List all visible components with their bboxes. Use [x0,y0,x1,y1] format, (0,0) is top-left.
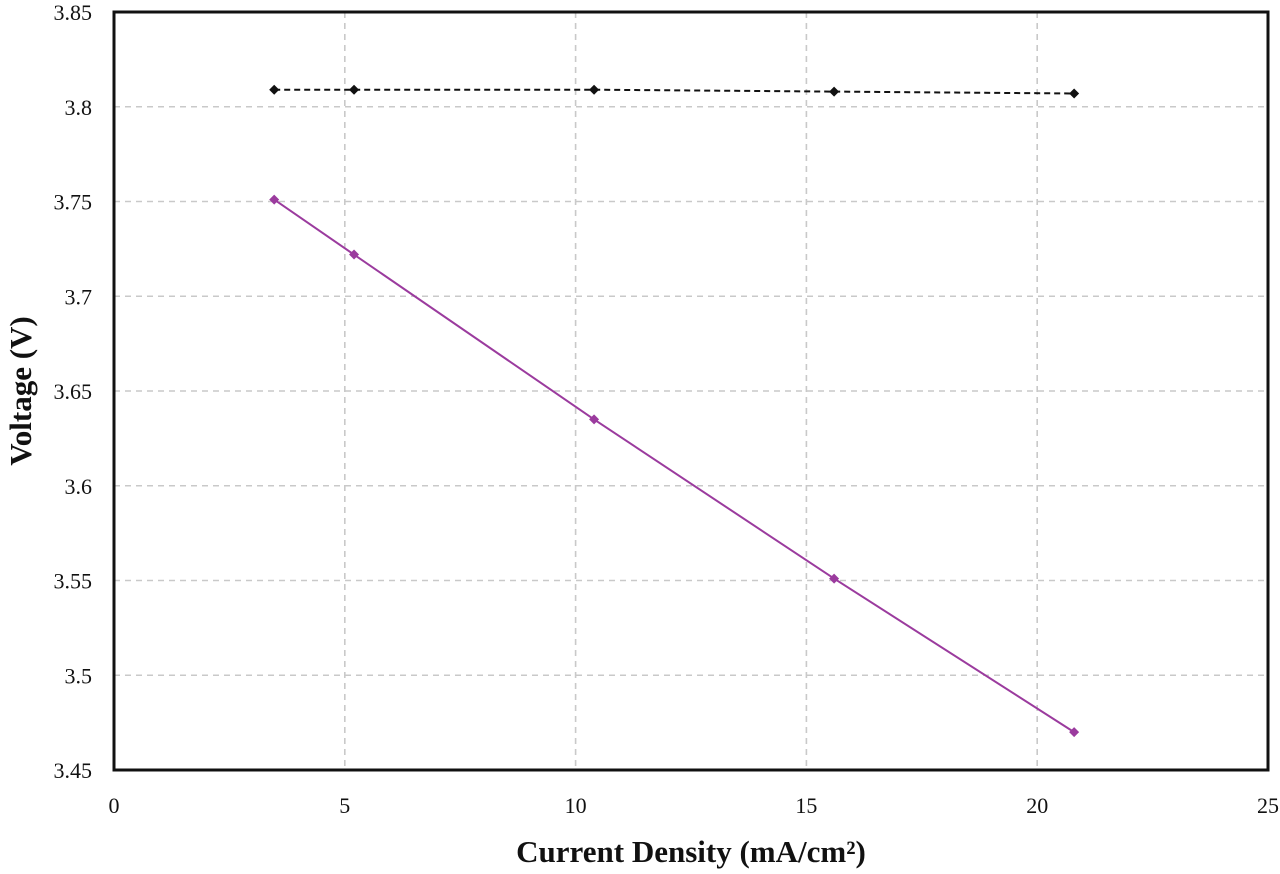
x-tick-label: 10 [565,793,587,818]
series-2-point [269,194,280,205]
series-2-point [349,249,360,260]
x-tick-label: 25 [1257,793,1279,818]
series-1-point [829,86,840,97]
y-tick-label: 3.85 [54,0,93,25]
series-1-point [269,84,280,95]
x-axis-ticks: 0 5 10 15 20 25 [109,793,1280,818]
y-tick-label: 3.45 [54,758,93,783]
plot-frame [112,10,1270,772]
series-layer [269,84,1080,738]
grid-layer [114,12,1268,770]
x-tick-label: 0 [109,793,120,818]
series-2-point [1069,727,1080,738]
y-axis-ticks: 3.45 3.5 3.55 3.6 3.65 3.7 3.75 3.8 3.85 [54,0,93,783]
series-2-point [589,414,600,425]
y-tick-label: 3.65 [54,379,93,404]
series-1-point [1069,88,1080,99]
series-1-point [349,84,360,95]
y-tick-label: 3.75 [54,190,93,215]
x-tick-label: 15 [795,793,817,818]
y-axis-title: Voltage (V) [3,316,38,466]
y-tick-label: 3.7 [65,284,93,309]
x-tick-label: 20 [1026,793,1048,818]
y-tick-label: 3.6 [65,474,93,499]
y-tick-label: 3.5 [65,663,93,688]
series-2-point [829,573,840,584]
series-1-point [589,84,600,95]
x-axis-title: Current Density (mA/cm²) [516,834,866,869]
series-1-line [274,88,1075,95]
x-tick-label: 5 [339,793,350,818]
y-tick-label: 3.8 [65,95,93,120]
series-2-line [273,198,1075,733]
y-tick-label: 3.55 [54,569,93,594]
